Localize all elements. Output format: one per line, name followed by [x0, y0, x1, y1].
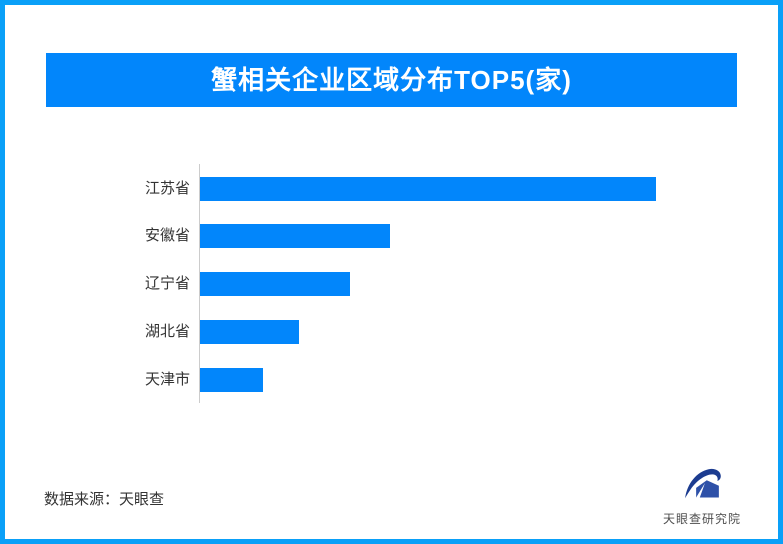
category-label: 江苏省: [144, 179, 190, 197]
chart-row: 江苏省: [5, 176, 778, 201]
title-banner: 蟹相关企业区域分布TOP5(家): [46, 53, 737, 107]
category-label: 天津市: [144, 370, 190, 388]
logo-house: [696, 480, 719, 498]
y-axis-line: [199, 164, 200, 403]
logo-swoosh: [685, 468, 721, 499]
brand-block: 天眼查研究院: [652, 463, 752, 527]
chart-row: 天津市: [5, 367, 778, 392]
bar: [200, 224, 390, 249]
page-title: 蟹相关企业区域分布TOP5(家): [211, 65, 572, 95]
bar: [200, 319, 299, 344]
tianyancha-eye-logo-icon: [685, 468, 721, 499]
category-label: 安徽省: [144, 227, 190, 245]
bar: [200, 272, 350, 296]
chart-row: 辽宁省: [5, 272, 778, 296]
bar: [200, 367, 263, 392]
data-source-note: 数据来源：天眼查: [44, 491, 165, 508]
brand-name: 天眼查研究院: [662, 512, 741, 526]
category-label: 辽宁省: [144, 275, 190, 292]
chart-row: 安徽省: [5, 224, 778, 249]
category-label: 湖北省: [144, 322, 190, 340]
bar: [200, 176, 656, 201]
chart-row: 湖北省: [5, 319, 778, 344]
